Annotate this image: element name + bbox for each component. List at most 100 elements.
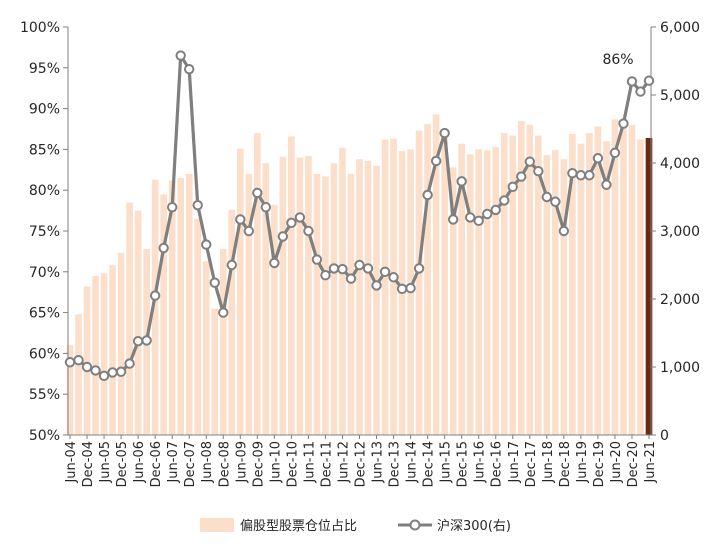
x-tick-label: Dec-20: [626, 441, 641, 487]
series-point: [558, 225, 570, 237]
bar: [347, 173, 355, 435]
bar: [262, 163, 270, 435]
x-tick-label: Jun-09: [234, 441, 249, 484]
series-point: [541, 191, 553, 203]
legend-bar-swatch: [200, 518, 234, 532]
series-point: [235, 214, 246, 225]
right-tick-label: 5,000: [660, 88, 700, 104]
bar: [483, 150, 491, 435]
bar: [645, 137, 653, 435]
bar: [245, 173, 253, 435]
bar: [381, 139, 389, 435]
series-point: [81, 361, 93, 373]
series-point: [294, 212, 306, 223]
x-tick-label: Dec-04: [81, 441, 96, 487]
bar: [637, 139, 644, 435]
left-tick-label: 50%: [29, 428, 60, 444]
series-point: [226, 259, 237, 271]
x-tick-label: Dec-17: [524, 441, 539, 487]
bar: [211, 308, 219, 435]
series-point: [618, 118, 629, 129]
x-tick-label: Jun-19: [575, 441, 590, 484]
series-point: [609, 147, 621, 159]
series-point: [456, 176, 467, 187]
bar: [100, 273, 108, 435]
x-tick-label: Jun-08: [200, 441, 215, 484]
bar: [322, 176, 329, 435]
x-tick-label: Dec-16: [490, 441, 505, 487]
series-point: [252, 187, 263, 199]
series-point: [482, 208, 493, 220]
series-point: [166, 202, 178, 213]
bar: [628, 124, 636, 436]
x-tick-label: Dec-06: [149, 441, 164, 487]
x-tick-label: Dec-07: [183, 441, 198, 487]
series-point: [328, 263, 340, 274]
bar: [586, 133, 593, 435]
right-tick-label: 6,000: [660, 20, 700, 36]
series-point: [115, 366, 127, 377]
bar: [279, 156, 287, 435]
left-tick-label: 75%: [29, 224, 60, 240]
right-tick-label: 4,000: [660, 156, 700, 172]
bar: [603, 141, 610, 436]
series-point: [345, 273, 357, 284]
bar: [185, 173, 193, 435]
left-tick-label: 70%: [29, 265, 60, 281]
x-tick-label: Jun-06: [132, 441, 147, 484]
axis-layer: 50% 55% 60% 65% 70% 75% 80% 85% 90% 95% 100% 0 1,000…: [20, 20, 700, 487]
series-point: [277, 231, 289, 242]
x-tick-label: Jun-13: [371, 441, 386, 484]
x-tick-label: Dec-08: [217, 441, 232, 487]
right-tick-label: 3,000: [660, 224, 700, 240]
bar: [390, 138, 397, 436]
bar: [373, 165, 380, 435]
left-tick-label: 85%: [29, 142, 60, 158]
series-point: [362, 263, 374, 274]
series-point: [90, 365, 101, 376]
bar: [611, 119, 619, 435]
bar: [75, 314, 82, 435]
x-tick-label: Dec-13: [388, 441, 403, 487]
series-point: [388, 272, 399, 283]
bar: [339, 147, 346, 435]
bar: [271, 204, 278, 435]
series-point: [124, 358, 135, 369]
bar: [577, 143, 585, 436]
bar: [364, 160, 372, 435]
series-point: [141, 335, 152, 346]
bar: [254, 133, 261, 435]
bar: [569, 133, 576, 435]
bar: [543, 155, 551, 435]
bar: [117, 253, 125, 435]
legend-line-marker: [409, 519, 421, 531]
series-point: [158, 242, 169, 254]
series-point: [643, 75, 655, 86]
series-point: [413, 263, 425, 274]
legend-line-label: 沪深300(右): [437, 518, 511, 534]
bar: [475, 149, 483, 435]
series-point: [499, 195, 510, 206]
bar: [560, 159, 568, 435]
bar: [126, 202, 133, 435]
series-point: [149, 290, 161, 301]
line-layer: [64, 50, 655, 382]
bar: [356, 159, 363, 435]
bar: [432, 114, 440, 435]
bar: [313, 173, 321, 435]
series-point: [354, 259, 365, 271]
bar: [236, 148, 244, 436]
x-tick-label: Jun-15: [439, 441, 454, 484]
series-point: [260, 202, 272, 213]
series-point: [286, 217, 297, 229]
series-point: [533, 165, 544, 177]
x-tick-label: Jun-17: [507, 441, 522, 484]
series-point: [592, 153, 604, 164]
series-point: [371, 280, 382, 291]
x-tick-label: Jun-11: [302, 441, 317, 484]
bar: [441, 132, 448, 435]
bar: [526, 124, 534, 436]
series-point: [447, 214, 459, 225]
